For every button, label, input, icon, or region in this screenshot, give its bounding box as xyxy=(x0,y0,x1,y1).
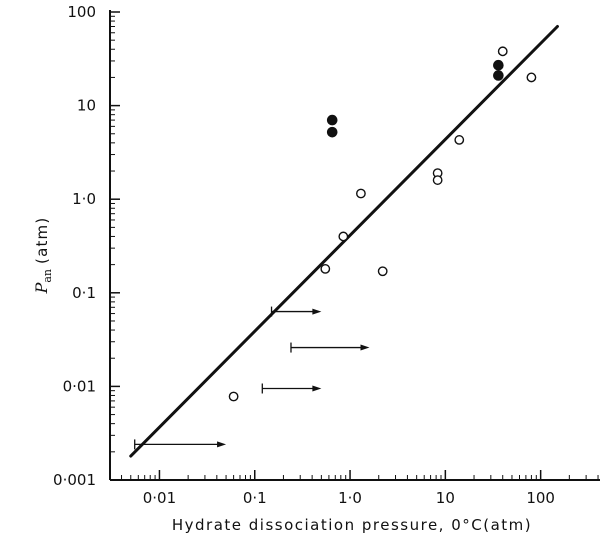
x-tick-label: 0·1 xyxy=(243,489,267,507)
fit-line xyxy=(129,24,559,458)
filled-point xyxy=(493,70,504,81)
y-tick-label: 0·1 xyxy=(72,284,96,302)
open-point xyxy=(338,231,349,242)
open-point xyxy=(377,266,388,277)
y-tick-label: 100 xyxy=(67,3,96,21)
y-axis-subscript: an xyxy=(41,269,54,283)
y-tick-label: 0·01 xyxy=(63,377,96,395)
x-tick-label: 100 xyxy=(526,489,555,507)
filled-point xyxy=(493,59,504,71)
open-point xyxy=(356,188,366,199)
open-point xyxy=(454,135,465,145)
lower-bound-marker xyxy=(134,439,227,450)
open-point xyxy=(432,175,443,185)
x-tick-label: 10 xyxy=(436,489,455,507)
svg-text:Pan(atm): Pan (atm) xyxy=(32,217,54,295)
lower-bound-marker xyxy=(270,306,322,317)
lower-bound-arrows xyxy=(134,306,370,450)
open-point xyxy=(320,264,331,274)
bound-arrowhead xyxy=(312,385,322,392)
bound-arrowhead xyxy=(360,344,370,351)
open-point xyxy=(526,72,537,83)
y-axis-symbol: P xyxy=(32,282,51,294)
open-point xyxy=(228,391,239,402)
y-tick-label: 1·0 xyxy=(72,190,96,208)
axes xyxy=(109,10,600,481)
bound-arrowhead xyxy=(312,308,322,315)
lower-bound-marker xyxy=(261,383,322,394)
tick-labels: 0·001 0·01 0·1 1·0 10 100 0·01 0·1 1·0 10 100 xyxy=(53,3,555,507)
y-tick-label: 0·001 xyxy=(53,471,96,489)
filled-point xyxy=(326,114,338,126)
x-tick-label: 1·0 xyxy=(338,489,362,507)
y-axis-title: Pan (atm) xyxy=(32,217,54,295)
open-point xyxy=(497,46,508,57)
fit-line-group xyxy=(129,24,559,458)
data-points xyxy=(228,46,537,402)
x-axis-title: Hydrate dissociation pressure, 0°C(atm) xyxy=(172,516,532,534)
filled-point xyxy=(326,126,338,138)
y-tick-label: 10 xyxy=(77,97,96,115)
lower-bound-marker xyxy=(290,342,370,353)
y-axis-unit: (atm) xyxy=(33,217,51,264)
x-tick-label: 0·01 xyxy=(143,489,176,507)
bound-arrowhead xyxy=(217,441,227,448)
